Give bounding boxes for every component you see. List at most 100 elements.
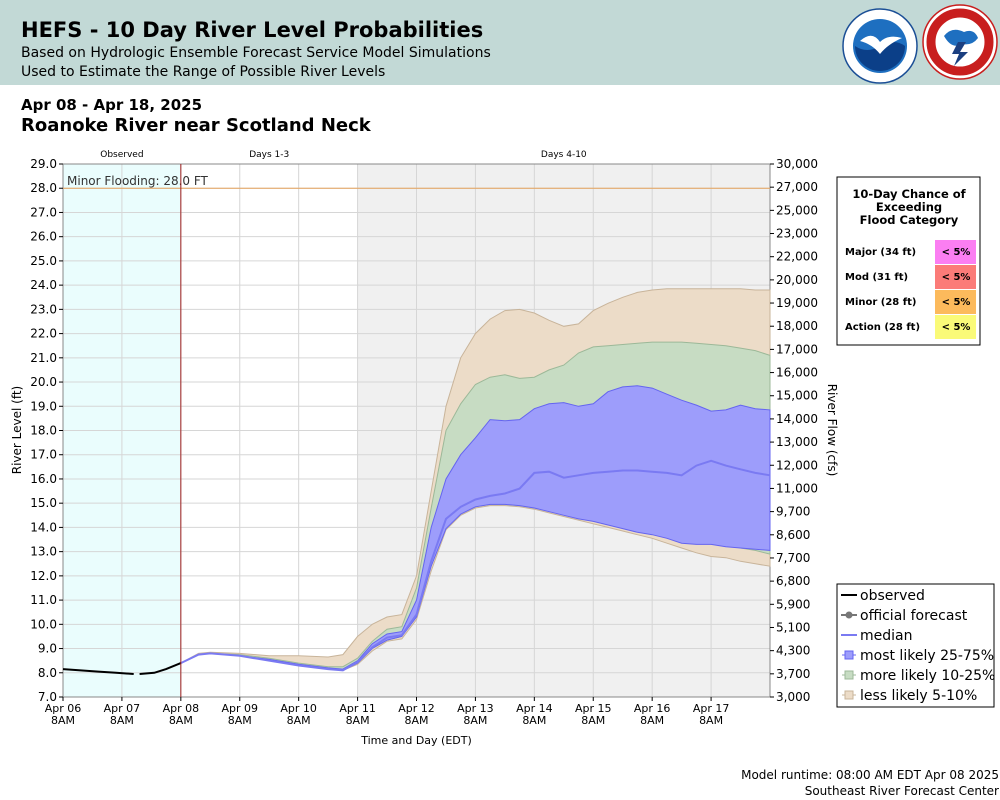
period-label: Observed: [100, 150, 143, 160]
y-tick-label: 12.0: [30, 569, 57, 583]
y-tick-label: 26.0: [30, 230, 57, 244]
forecast-center: Southeast River Forecast Center: [804, 784, 999, 798]
flow-tick-label: 15,000: [776, 389, 818, 403]
flood-line-label: Minor Flooding: 28.0 FT: [67, 174, 209, 188]
x-tick-label: 8AM: [287, 714, 311, 727]
x-axis-title: Time and Day (EDT): [360, 734, 472, 747]
period-label: Days 4-10: [541, 150, 587, 160]
x-tick-label: 8AM: [699, 714, 723, 727]
y-tick-label: 8.0: [38, 666, 57, 680]
x-tick-label: Apr 11: [339, 702, 376, 715]
legend-box: [836, 583, 995, 708]
exceedance-row-label: Major (34 ft): [845, 247, 916, 258]
y-tick-label: 28.0: [30, 181, 57, 195]
x-tick-label: 8AM: [581, 714, 605, 727]
header-banner: HEFS - 10 Day River Level Probabilities …: [0, 0, 1000, 85]
x-tick-label: Apr 06: [45, 702, 82, 715]
exceedance-swatch: [935, 290, 976, 314]
y-tick-label: 20.0: [30, 375, 57, 389]
flow-tick-label: 23,000: [776, 227, 818, 241]
legend-label: most likely 25-75%: [860, 648, 994, 664]
model-runtime: Model runtime: 08:00 AM EDT Apr 08 2025: [741, 768, 999, 782]
y-tick-label: 16.0: [30, 472, 57, 486]
y-tick-label: 21.0: [30, 351, 57, 365]
exceedance-row-value: < 5%: [942, 322, 971, 333]
flow-tick-label: 19,000: [776, 296, 818, 310]
y-tick-label: 11.0: [30, 593, 57, 607]
x-tick-label: 8AM: [51, 714, 75, 727]
legend-marker: [845, 611, 853, 619]
flow-tick-label: 3,700: [776, 667, 810, 681]
x-tick-label: Apr 08: [163, 702, 200, 715]
page-title: HEFS - 10 Day River Level Probabilities: [21, 18, 484, 42]
legend-marker: [844, 690, 854, 700]
y-tick-label: 15.0: [30, 496, 57, 510]
exceedance-panel-title: 10-Day Chance of: [852, 187, 966, 201]
y-tick-label: 17.0: [30, 448, 57, 462]
x-tick-label: 8AM: [228, 714, 252, 727]
y-tick-label: 7.0: [38, 690, 57, 704]
flow-tick-label: 6,800: [776, 574, 810, 588]
flow-tick-label: 20,000: [776, 273, 818, 287]
x-tick-label: 8AM: [346, 714, 370, 727]
exceedance-row-value: < 5%: [942, 247, 971, 258]
y-tick-label: 27.0: [30, 205, 57, 219]
exceedance-row-value: < 5%: [942, 272, 971, 283]
y-tick-label: 25.0: [30, 254, 57, 268]
flow-tick-label: 9,700: [776, 505, 810, 519]
exceedance-row-label: Minor (28 ft): [845, 297, 916, 308]
flow-tick-label: 8,600: [776, 528, 810, 542]
y-tick-label: 19.0: [30, 399, 57, 413]
y-tick-label: 13.0: [30, 545, 57, 559]
x-tick-label: 8AM: [463, 714, 487, 727]
exceedance-swatch: [935, 265, 976, 289]
flow-tick-label: 14,000: [776, 412, 818, 426]
location-title: Roanoke River near Scotland Neck: [21, 115, 371, 136]
flow-tick-label: 16,000: [776, 366, 818, 380]
legend-label: observed: [860, 588, 925, 604]
exceedance-panel-title: Exceeding: [876, 200, 942, 214]
flow-tick-label: 11,000: [776, 481, 818, 495]
x-tick-label: 8AM: [404, 714, 428, 727]
x-tick-label: Apr 17: [693, 702, 730, 715]
x-tick-label: 8AM: [640, 714, 664, 727]
x-tick-label: 8AM: [110, 714, 134, 727]
x-tick-label: Apr 09: [221, 702, 258, 715]
median-line: [180, 459, 771, 672]
y-tick-label: 18.0: [30, 424, 57, 438]
y-tick-label: 29.0: [30, 157, 57, 171]
flow-tick-label: 17,000: [776, 342, 818, 356]
flow-tick-label: 27,000: [776, 180, 818, 194]
legend-marker: [844, 670, 854, 680]
y-tick-label: 14.0: [30, 520, 57, 534]
flow-tick-label: 30,000: [776, 157, 818, 171]
flow-tick-label: 7,700: [776, 551, 810, 565]
x-tick-label: 8AM: [169, 714, 193, 727]
x-tick-label: Apr 07: [104, 702, 141, 715]
flow-tick-label: 25,000: [776, 203, 818, 217]
legend-label: official forecast: [860, 608, 968, 624]
observed-line: [139, 662, 182, 675]
observed-line: [62, 668, 134, 675]
period-label: Days 1-3: [249, 150, 289, 160]
exceedance-row-value: < 5%: [942, 297, 971, 308]
x-tick-label: 8AM: [522, 714, 546, 727]
header-subtitle-1: Based on Hydrologic Ensemble Forecast Se…: [21, 45, 491, 61]
x-tick-label: Apr 12: [398, 702, 435, 715]
legend-label: more likely 10-25%: [860, 668, 995, 684]
flow-tick-label: 13,000: [776, 435, 818, 449]
x-tick-label: Apr 15: [575, 702, 612, 715]
flow-tick-label: 12,000: [776, 458, 818, 472]
x-tick-label: Apr 14: [516, 702, 553, 715]
exceedance-row-label: Action (28 ft): [845, 322, 920, 333]
x-tick-label: Apr 16: [634, 702, 671, 715]
y-tick-label: 9.0: [38, 642, 57, 656]
flow-tick-label: 5,100: [776, 620, 810, 634]
x-tick-label: Apr 10: [280, 702, 317, 715]
flow-tick-label: 18,000: [776, 319, 818, 333]
flow-tick-label: 3,000: [776, 690, 810, 704]
header-subtitle-2: Used to Estimate the Range of Possible R…: [21, 64, 386, 80]
exceedance-row-label: Mod (31 ft): [845, 272, 908, 283]
legend-label: median: [860, 628, 912, 644]
y-axis-title-right: River Flow (cfs): [825, 384, 839, 477]
